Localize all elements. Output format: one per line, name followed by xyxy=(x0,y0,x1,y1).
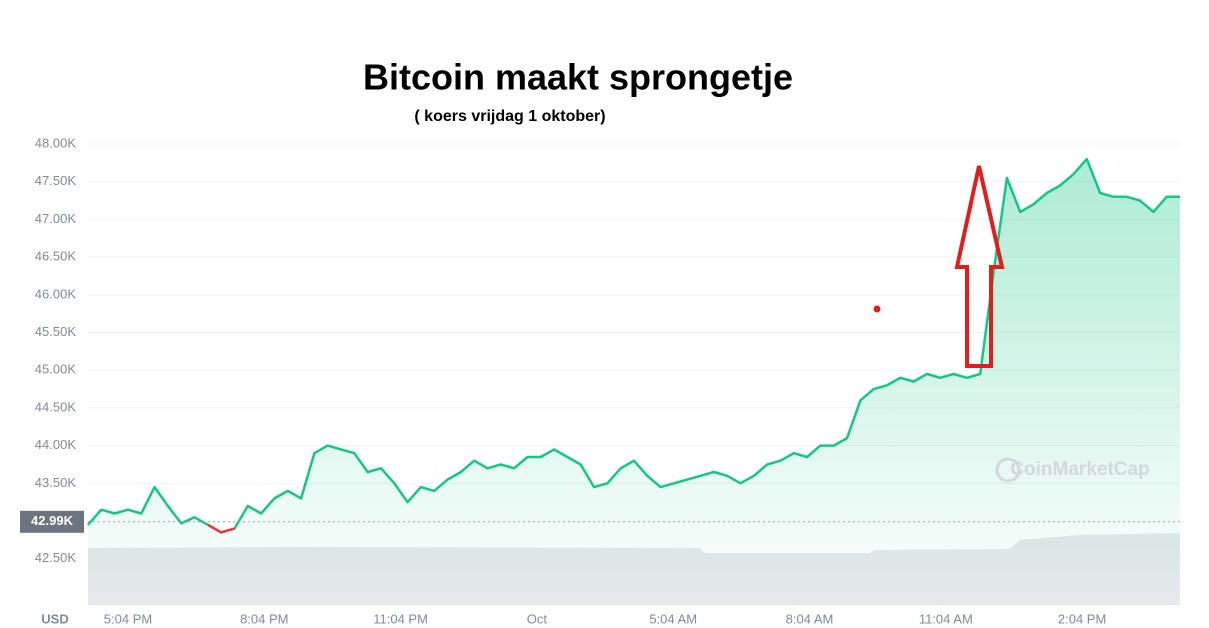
x-tick-label: 5:04 AM xyxy=(649,611,697,626)
baseline-label: 42.99K xyxy=(31,513,74,528)
watermark-logo xyxy=(995,457,1021,483)
y-tick-label: 47.50K xyxy=(35,173,77,188)
area xyxy=(88,159,1180,604)
plot: 42.99K xyxy=(20,157,1180,604)
watermark: CoinMarketCap xyxy=(1010,459,1149,480)
x-tick-label: Oct xyxy=(527,611,548,626)
annotation-dot xyxy=(873,305,881,313)
y-tick-label: 44.50K xyxy=(35,399,77,414)
baseline-label-box xyxy=(20,510,84,533)
x-tick-label: 5:04 PM xyxy=(104,611,152,626)
y-tick-label: 48.00K xyxy=(35,135,77,150)
y-tick-label: 46.50K xyxy=(35,249,77,264)
x-tick-label: 2:04 PM xyxy=(1058,611,1106,626)
annotation-arrow xyxy=(954,165,1005,368)
x-tick-label: 11:04 PM xyxy=(373,611,428,626)
y-tick-label: 43.50K xyxy=(35,475,77,490)
chart-subtitle: ( koers vrijdag 1 oktober) xyxy=(414,108,605,125)
y-tick-label: 44.00K xyxy=(35,437,77,452)
currency-label: USD xyxy=(41,611,68,626)
price-line-down xyxy=(220,527,235,534)
y-tick-label: 42.50K xyxy=(35,550,77,565)
x-tick-label: 11:04 AM xyxy=(919,611,973,626)
y-tick-label: 45.50K xyxy=(35,324,77,339)
y-tick-label: 46.00K xyxy=(35,286,77,301)
chart-title: Bitcoin maakt sprongetje xyxy=(363,57,793,98)
y-tick-label: 45.00K xyxy=(35,362,77,377)
x-tick-label: 8:04 PM xyxy=(240,611,288,626)
y-tick-label: 47.00K xyxy=(35,211,77,226)
price-line-down xyxy=(207,523,222,534)
x-tick-label: 8:04 AM xyxy=(786,611,834,626)
